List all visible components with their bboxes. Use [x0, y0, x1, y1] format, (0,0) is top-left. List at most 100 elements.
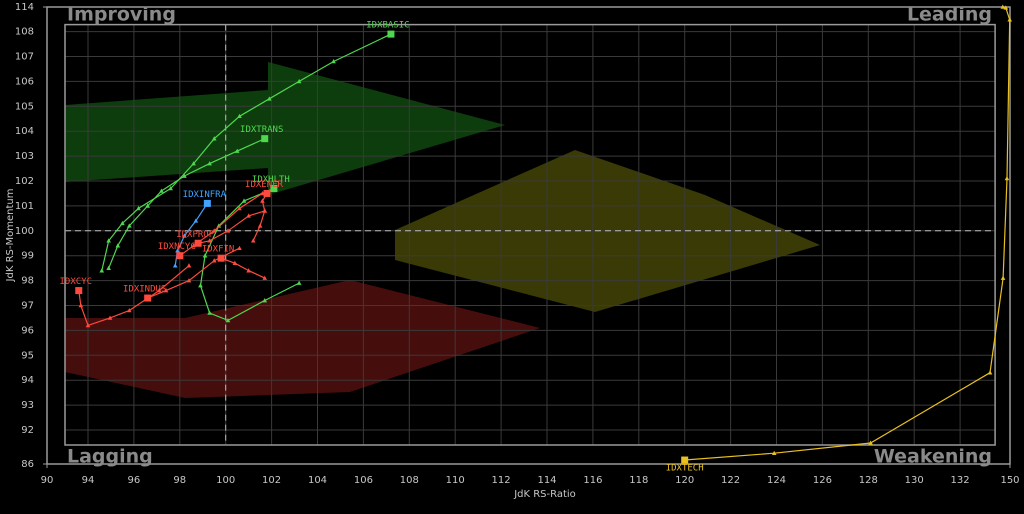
- x-tick-label: 90: [41, 475, 54, 486]
- tail-point: [1000, 275, 1006, 280]
- tail-point: [99, 268, 105, 273]
- tail-point: [106, 265, 111, 270]
- tail-point: [331, 58, 336, 64]
- tail-point: [225, 228, 231, 233]
- tail-point: [262, 208, 268, 213]
- tail-point: [168, 185, 173, 191]
- series: IDXCYC: [60, 263, 192, 328]
- x-tick-label: 122: [721, 475, 740, 486]
- x-tick-label: 114: [537, 475, 556, 486]
- tail-point: [211, 258, 217, 263]
- quadrant-label: Leading: [907, 4, 992, 26]
- x-tick-label: 116: [583, 475, 602, 486]
- y-tick-label: 100: [15, 226, 34, 237]
- x-tick-label: 120: [675, 475, 694, 486]
- x-tick-label: 150: [1000, 475, 1019, 486]
- y-tick-label: 86: [21, 459, 34, 470]
- series-label: IDXTECH: [666, 464, 704, 474]
- tail-point: [207, 238, 212, 243]
- series-label: IDXINDUS: [123, 285, 166, 295]
- tail-point: [262, 275, 268, 280]
- tail-point: [156, 288, 162, 293]
- y-tick-label: 114: [15, 2, 34, 13]
- tail-point: [207, 310, 212, 315]
- series: IDXTRANS: [106, 125, 283, 270]
- y-tick-label: 98: [21, 276, 34, 287]
- tail-point: [182, 233, 187, 238]
- y-tick-label: 94: [21, 375, 34, 386]
- series-label: IDXHLTH: [252, 175, 290, 185]
- x-tick-label: 130: [905, 475, 924, 486]
- tail-point: [211, 136, 217, 141]
- tail-point: [1000, 4, 1006, 9]
- y-tick-label: 106: [15, 76, 34, 87]
- tail-point: [193, 218, 199, 223]
- tail-point: [237, 205, 242, 211]
- x-tick-label: 110: [446, 475, 465, 486]
- tail-point: [163, 288, 169, 293]
- ticks: 90 94 96 98 100 102 104 106 108 110 112 114 116 118 12…: [15, 2, 1020, 486]
- frame: [46, 6, 1011, 465]
- tail-point: [237, 113, 242, 119]
- green-arrow: [65, 62, 505, 195]
- tail-point: [191, 161, 196, 166]
- x-tick-label: 100: [216, 475, 235, 486]
- tail-point: [172, 263, 178, 268]
- tail-point: [85, 322, 91, 328]
- y-axis-label: JdK RS-Momentum: [5, 189, 16, 283]
- x-tick-label: 106: [354, 475, 373, 486]
- tail-point: [198, 283, 203, 288]
- series-label: IDXNCYC: [158, 242, 196, 252]
- tail-point: [182, 173, 187, 178]
- y-tick-label: 103: [15, 151, 34, 162]
- series-label: IDXTRANS: [240, 125, 283, 135]
- series-head: [203, 199, 211, 207]
- x-tick-label: 96: [128, 475, 141, 486]
- x-tick-label: 98: [173, 475, 186, 486]
- series-head: [194, 239, 202, 247]
- tail-point: [106, 238, 111, 243]
- y-tick-label: 105: [15, 101, 34, 112]
- tail-point: [120, 220, 125, 226]
- tail-point: [234, 148, 240, 153]
- y-tick-label: 96: [21, 325, 34, 336]
- tail-point: [296, 78, 302, 84]
- outer-frame: [46, 6, 1011, 465]
- y-tick-label: 99: [21, 251, 34, 262]
- y-tick-label: 107: [15, 52, 34, 63]
- series: IDXBASIC: [99, 21, 410, 273]
- series-head: [144, 294, 152, 302]
- series-head: [681, 456, 689, 464]
- series: IDXTECH: [666, 4, 1013, 474]
- tail-point: [232, 260, 238, 265]
- x-tick-label: 102: [262, 475, 281, 486]
- series-head: [176, 252, 184, 260]
- y-tick-label: 97: [21, 301, 34, 312]
- y-tick-label: 101: [15, 201, 34, 212]
- tail-point: [136, 205, 141, 211]
- x-tick-label: 118: [629, 475, 648, 486]
- tail-point: [191, 243, 196, 248]
- series-head: [387, 30, 395, 38]
- tail-point: [868, 440, 873, 445]
- y-tick-label: 104: [15, 126, 34, 137]
- tail-point: [246, 213, 251, 218]
- x-tick-label: 112: [492, 475, 511, 486]
- quadrant-label: Lagging: [67, 446, 153, 468]
- tail-point: [127, 223, 132, 228]
- tail-point: [127, 307, 132, 313]
- tail-point: [267, 96, 272, 101]
- y-tick-label: 95: [21, 350, 34, 361]
- tail-point: [107, 315, 113, 320]
- series-head: [261, 135, 269, 143]
- tail-point: [202, 253, 208, 258]
- tail-point: [250, 238, 256, 243]
- tail-point: [1004, 176, 1010, 181]
- series: IDXNCYC: [158, 190, 265, 260]
- tail-point: [145, 203, 150, 208]
- quadrant-label: Weakening: [874, 446, 992, 468]
